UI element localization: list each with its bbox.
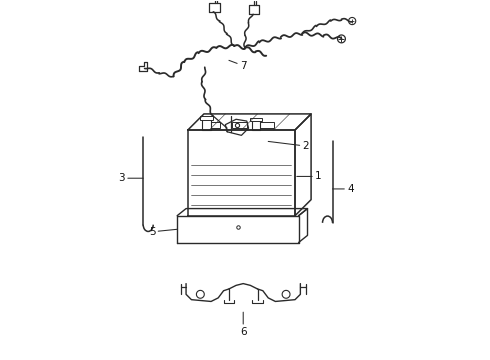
Bar — [252, 120, 260, 130]
Text: 5: 5 — [149, 227, 177, 237]
Text: 3: 3 — [119, 173, 143, 183]
Text: 4: 4 — [333, 184, 354, 194]
Text: 7: 7 — [229, 60, 246, 71]
Bar — [202, 118, 211, 130]
Bar — [259, 122, 273, 128]
Bar — [200, 116, 213, 120]
Bar — [206, 122, 220, 128]
Text: 2: 2 — [268, 141, 309, 151]
Bar — [250, 118, 262, 121]
Bar — [232, 122, 247, 128]
Text: 1: 1 — [297, 171, 321, 181]
Text: 6: 6 — [240, 312, 246, 337]
